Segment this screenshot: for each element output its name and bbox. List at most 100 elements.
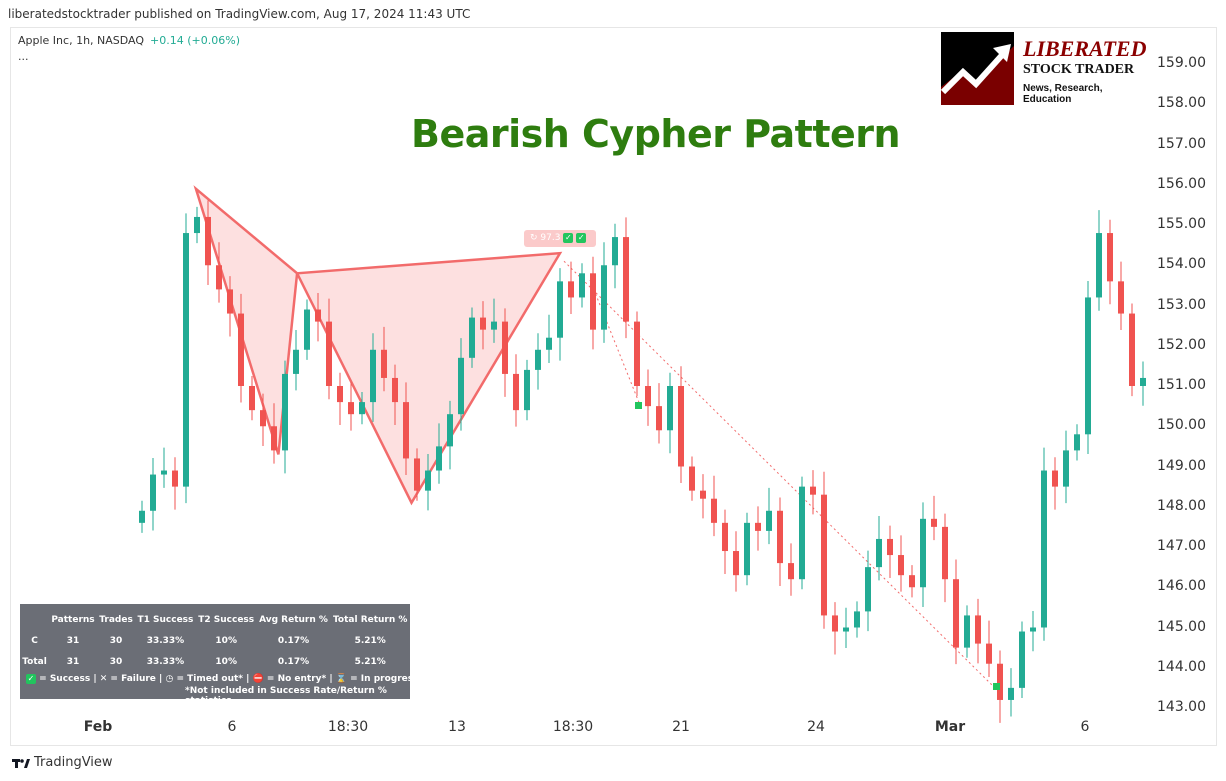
candle-body <box>1107 233 1113 282</box>
candle-body <box>744 522 750 576</box>
candle-body <box>634 321 640 386</box>
time-tick: 18:30 <box>327 719 369 735</box>
price-tick: 152.00 <box>1157 336 1206 353</box>
candle-body <box>381 349 387 378</box>
candle-body <box>414 458 420 491</box>
candle-body <box>535 349 541 370</box>
header-cell: Patterns <box>51 614 95 625</box>
candle-body <box>887 538 893 556</box>
price-tick: 155.00 <box>1157 216 1206 232</box>
candle-body <box>876 538 882 568</box>
price-tick: 149.00 <box>1157 457 1206 474</box>
candle-body <box>799 486 805 580</box>
price-tick: 158.00 <box>1157 95 1206 112</box>
candle-body <box>821 494 827 616</box>
candle-body <box>1074 434 1080 451</box>
price-tick: 148.00 <box>1157 497 1206 514</box>
candle-body <box>942 526 948 580</box>
tradingview-brand[interactable]: TradingView <box>12 755 113 770</box>
candle-body <box>161 470 167 475</box>
candle-body <box>447 414 453 447</box>
candle-body <box>436 446 442 471</box>
time-tick: 24 <box>807 719 825 735</box>
logo-line1: LIBERATED <box>1023 36 1147 61</box>
candle-body <box>249 386 255 411</box>
candle-body <box>1118 281 1124 314</box>
stats-note: *Not included in Success Rate/Return % s… <box>185 686 387 706</box>
price-tick: 156.00 <box>1157 175 1206 192</box>
price-tick: 144.00 <box>1157 658 1206 675</box>
stats-row: Total 31 30 33.33% 10% 0.17% 5.21% <box>20 651 410 672</box>
cell: C <box>31 635 38 646</box>
pattern-stats-table: Patterns Trades T1 Success T2 Success Avg Re… <box>20 604 423 706</box>
price-tick: 154.00 <box>1157 256 1206 273</box>
candle-body <box>392 377 398 403</box>
candle-body <box>755 522 761 531</box>
candle-body <box>986 643 992 664</box>
candle-body <box>678 386 684 467</box>
candle-body <box>205 216 211 266</box>
chart-title: Bearish Cypher Pattern <box>411 112 901 156</box>
price-tick: 153.00 <box>1157 296 1206 313</box>
header-cell <box>20 609 49 630</box>
candle-body <box>854 611 860 628</box>
time-tick: Feb <box>83 719 113 735</box>
price-tick: 159.00 <box>1157 55 1206 71</box>
candle-body <box>843 627 849 632</box>
candle-body <box>1063 450 1069 487</box>
candle-body <box>601 265 607 330</box>
more-button[interactable]: ... <box>18 50 29 63</box>
cell: 31 <box>66 656 80 667</box>
candle-body <box>172 470 178 487</box>
header-cell: Trades <box>99 614 133 625</box>
candle-body <box>590 273 596 330</box>
chart-frame <box>10 27 1217 746</box>
target-line <box>563 260 996 689</box>
candle-body <box>1041 470 1047 628</box>
time-tick: 18:30 <box>552 719 594 735</box>
candle-body <box>975 615 981 644</box>
candle-body <box>315 309 321 322</box>
candle-body <box>1085 297 1091 435</box>
price-tick: 150.00 <box>1157 417 1206 434</box>
cell: Total <box>22 656 47 667</box>
candle-body <box>238 313 244 386</box>
candle-body <box>502 321 508 374</box>
candle-body <box>282 373 288 451</box>
stats-header-row: Patterns Trades T1 Success T2 Success Avg Re… <box>20 609 410 630</box>
cell: 10% <box>215 635 237 646</box>
candle-body <box>491 321 497 330</box>
candle-body <box>480 317 486 330</box>
candle-body <box>1019 631 1025 688</box>
candle-body <box>667 386 673 431</box>
candle-body <box>656 406 662 431</box>
candle-body <box>997 663 1003 700</box>
candle-body <box>612 237 618 266</box>
symbol-legend: Apple Inc, 1h, NASDAQ +0.14 (+0.06%) <box>18 34 240 47</box>
candle-body <box>1030 627 1036 632</box>
target-line <box>589 279 641 406</box>
logo-line3: News, Research, Education <box>1023 83 1103 105</box>
header-cell: Avg Return % <box>259 614 328 625</box>
candle-body <box>271 426 277 451</box>
price-tick: 147.00 <box>1157 538 1206 554</box>
check-icon: ✓ <box>576 233 587 243</box>
candle-body <box>513 373 519 411</box>
candle-body <box>1129 313 1135 386</box>
tradingview-label: TradingView <box>34 755 113 770</box>
candle-body <box>711 498 717 523</box>
candle-body <box>348 402 354 415</box>
candle-body <box>1096 233 1102 298</box>
candle-body <box>370 349 376 403</box>
candle-body <box>733 551 739 576</box>
header-cell: Total Return % <box>332 614 408 625</box>
cell: 5.21% <box>354 635 386 646</box>
pattern-badge[interactable]: ↻ 97.3 ✓ ✓ <box>524 230 596 247</box>
candle-body <box>403 402 409 459</box>
cell: 33.33% <box>146 656 185 667</box>
candle-body <box>909 575 915 588</box>
candle-body <box>777 510 783 564</box>
time-tick: 6 <box>227 719 237 735</box>
candle-body <box>645 386 651 407</box>
